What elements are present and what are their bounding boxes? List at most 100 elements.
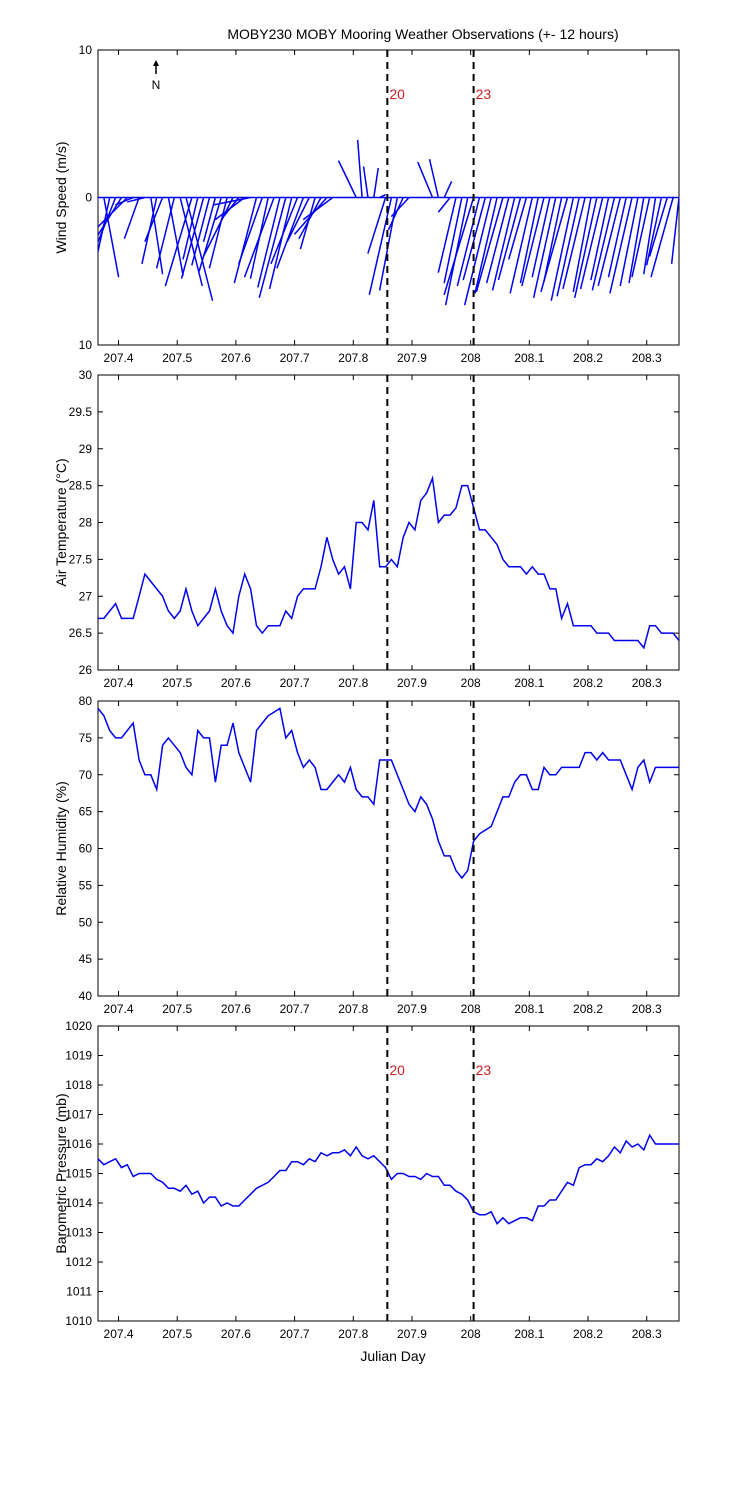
- y-tick-label: 28: [79, 516, 93, 530]
- y-tick-label: 1017: [65, 1108, 92, 1122]
- wind-stick: [507, 197, 528, 260]
- x-tick-label: 207.6: [221, 351, 251, 365]
- wind-stick: [155, 197, 176, 269]
- panel-barometric_pressure: 207.4 207.5 207.6 207.7 207.8 207.9 208 208.1 20…: [53, 1019, 680, 1341]
- x-tick-label: 208.3: [632, 1327, 662, 1341]
- x-tick-label: 207.7: [280, 1002, 310, 1016]
- wind-stick: [475, 197, 504, 293]
- wind-stick: [243, 197, 275, 278]
- y-tick-label: 40: [79, 989, 93, 1003]
- x-tick-label: 207.9: [397, 1002, 427, 1016]
- x-tick-label: 207.4: [104, 1327, 134, 1341]
- y-tick-label: 27.5: [69, 552, 93, 566]
- y-tick-label: 65: [79, 805, 93, 819]
- wind-stick: [443, 180, 453, 198]
- x-tick-label: 208.1: [514, 1002, 544, 1016]
- y-tick-label: 10: [79, 338, 93, 352]
- wind-stick: [367, 197, 387, 254]
- x-tick-label: 207.4: [104, 1002, 134, 1016]
- wind-stick: [428, 158, 440, 198]
- y-tick-label: 29.5: [69, 405, 93, 419]
- x-tick-label: 208: [461, 351, 481, 365]
- wind-stick: [233, 197, 258, 284]
- wind-stick: [540, 197, 569, 293]
- y-tick-label: 27: [79, 589, 93, 603]
- wind-stick: [609, 197, 633, 294]
- y-tick-label: 0: [85, 191, 92, 205]
- wind-stick: [144, 197, 164, 243]
- wind-stick: [650, 197, 674, 278]
- wind-stick: [302, 196, 334, 221]
- y-tick-label: 1013: [65, 1226, 92, 1240]
- barometric_pressure-line: [98, 1133, 679, 1225]
- y-tick-label: 1019: [65, 1049, 92, 1063]
- x-tick-label: 208.2: [573, 1327, 603, 1341]
- wind-stick: [191, 197, 211, 266]
- wind-stick: [258, 197, 287, 298]
- wind-stick: [276, 197, 305, 269]
- wind-stick: [550, 197, 575, 301]
- wind-stick: [373, 167, 379, 198]
- relative_humidity-line: [98, 707, 679, 880]
- x-tick-label: 207.4: [104, 676, 134, 690]
- y-tick-label: 60: [79, 842, 93, 856]
- x-tick-label: 208.3: [632, 676, 662, 690]
- wind-stick: [648, 197, 668, 257]
- wind-stick: [182, 197, 199, 260]
- y-tick-label: 1011: [66, 1285, 92, 1299]
- wind-stick: [387, 197, 404, 231]
- x-tick-label: 207.6: [221, 676, 251, 690]
- wind-stick: [362, 166, 369, 198]
- event-marker-label: 23: [476, 86, 492, 102]
- x-tick-label: 207.5: [162, 1327, 192, 1341]
- wind-stick: [631, 197, 651, 278]
- wind-stick: [268, 197, 293, 290]
- y-tick-label: 1010: [65, 1314, 92, 1328]
- wind-stick: [597, 197, 622, 287]
- y-tick-label: 1012: [65, 1255, 92, 1269]
- wind-stick: [443, 197, 475, 296]
- x-tick-label: 208.3: [632, 351, 662, 365]
- figure-title: MOBY230 MOBY Mooring Weather Observation…: [227, 26, 618, 42]
- wind-stick: [390, 196, 410, 218]
- y-tick-label: 30: [79, 368, 93, 382]
- wind-stick: [379, 193, 386, 199]
- plot-area: [98, 707, 679, 880]
- wind-stick: [590, 197, 610, 281]
- wind-stick: [356, 139, 363, 198]
- wind-stick: [238, 197, 264, 265]
- wind-stick: [293, 197, 328, 235]
- y-tick-label: 29: [79, 442, 93, 456]
- x-tick-label: 207.8: [338, 676, 368, 690]
- x-tick-label: 208: [461, 676, 481, 690]
- x-tick-label: 207.5: [162, 1002, 192, 1016]
- wind-stick: [185, 197, 214, 301]
- y-tick-label: 75: [79, 731, 93, 745]
- y-tick-label: 1015: [65, 1167, 92, 1181]
- wind-stick: [127, 196, 146, 203]
- wind-stick: [579, 197, 604, 290]
- x-tick-label: 207.7: [280, 676, 310, 690]
- wind-stick: [98, 197, 123, 237]
- wind-stick: [213, 196, 251, 206]
- plot-area: [98, 139, 679, 306]
- wind-stick: [337, 160, 357, 198]
- wind-stick: [485, 197, 510, 284]
- x-tick-label: 207.6: [221, 1327, 251, 1341]
- wind-stick: [150, 197, 164, 275]
- y-tick-label: 1016: [65, 1137, 92, 1151]
- y-tick-label: 1018: [65, 1078, 92, 1092]
- wind-stick: [645, 197, 663, 266]
- wind-stick: [123, 197, 140, 240]
- air_temperature-line: [98, 475, 679, 650]
- wind-stick: [670, 197, 679, 264]
- panel-relative_humidity: 207.4 207.5 207.6 207.7 207.8 207.9 208 208.1 20…: [53, 694, 680, 1016]
- panels: 207.4 207.5 207.6 207.7 207.8 207.9 208 208.1 20…: [53, 43, 680, 1341]
- x-tick-label: 207.8: [338, 1002, 368, 1016]
- y-tick-label: 28.5: [69, 479, 93, 493]
- wind-stick: [642, 197, 657, 275]
- wind-stick: [437, 197, 451, 213]
- wind-stick: [417, 161, 434, 198]
- y-tick-label: 1020: [65, 1019, 92, 1033]
